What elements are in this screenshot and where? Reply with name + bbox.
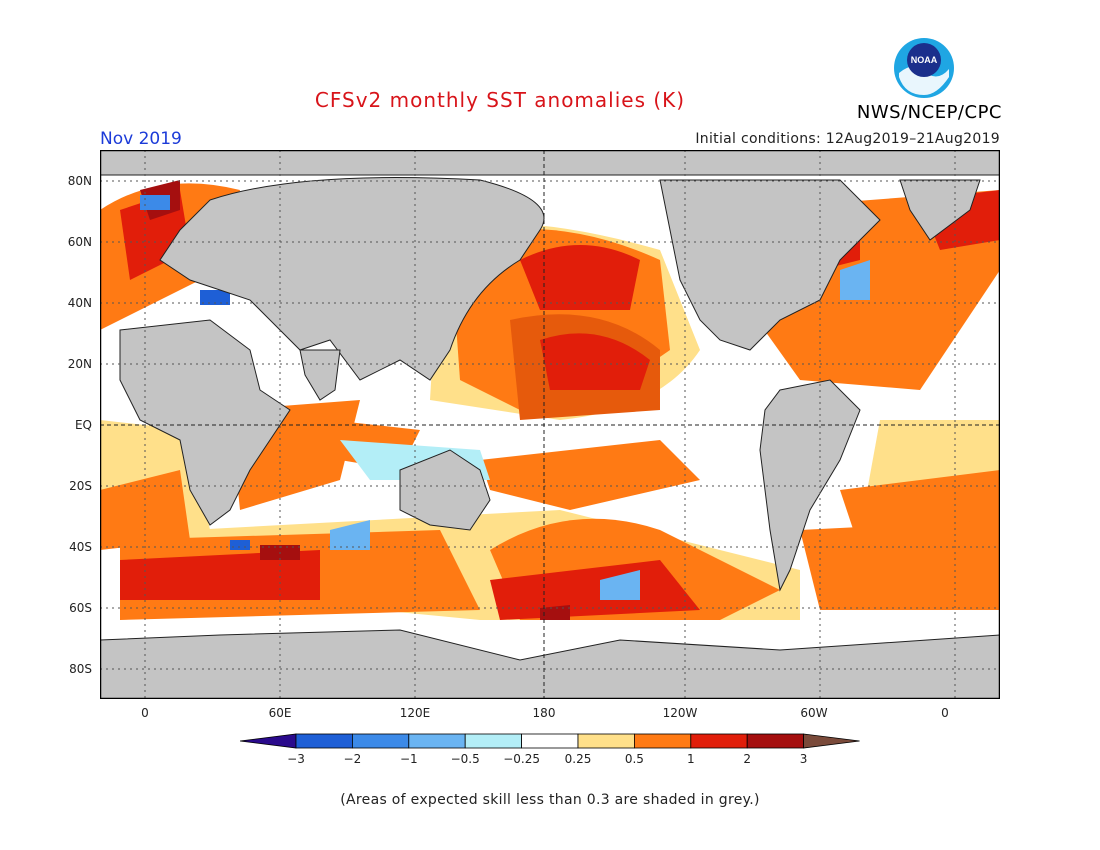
colorbar-tick-label: 2 [743, 752, 751, 766]
land-masses [100, 150, 1000, 699]
lon-label-60e: 60E [268, 706, 292, 720]
lon-label-120w: 120W [662, 706, 698, 720]
lat-label-20n: 20N [67, 357, 92, 371]
lat-label-80s: 80S [69, 662, 92, 676]
colorbar-tick-label: 3 [799, 752, 808, 766]
colorbar-swatch [408, 733, 466, 749]
lon-label-120e: 120E [399, 706, 431, 720]
arctic-edge [100, 150, 1000, 176]
lat-label-eq: EQ [74, 418, 92, 432]
lat-label-20s: 20S [69, 479, 92, 493]
colorbar-swatch [577, 733, 635, 749]
noaa-logo-text: NOAA [911, 55, 938, 65]
africa [119, 319, 291, 526]
sst-anomaly-map [100, 150, 1000, 699]
equator-dateline [100, 150, 1000, 699]
lon-label-60w: 60W [800, 706, 828, 720]
initial-conditions: Initial conditions: 12Aug2019–21Aug2019 [695, 131, 1000, 147]
skill-footnote: (Areas of expected skill less than 0.3 a… [340, 792, 760, 808]
colorbar-swatch [295, 733, 353, 749]
lat-label-40s: 40S [69, 540, 92, 554]
colorbar-tick-label: −3 [287, 752, 305, 766]
map-gridlines [100, 150, 1000, 699]
colorbar-tick-label: −0.25 [503, 752, 540, 766]
eurasia [159, 177, 545, 381]
colorbar-tick-label: −1 [399, 752, 418, 766]
map-frame [100, 150, 1000, 699]
colorbar [240, 733, 860, 749]
colorbar-swatch [521, 733, 579, 749]
lat-label-40n: 40N [67, 296, 92, 310]
india [299, 349, 341, 401]
colorbar-tick-label: −0.5 [450, 752, 480, 766]
antarctica [100, 629, 1000, 699]
colorbar-tick-label: 0.5 [624, 752, 644, 766]
colorbar-swatch [633, 733, 692, 749]
greenland [899, 179, 981, 241]
colorbar-swatch [464, 733, 522, 749]
lon-label-0: 0 [141, 706, 149, 720]
lat-label-60n: 60N [67, 235, 92, 249]
north-america [659, 179, 881, 351]
colorbar-tick-label: −2 [343, 752, 362, 766]
lon-label-180: 180 [532, 706, 556, 720]
noaa-logo: NOAA [894, 38, 954, 98]
forecast-month: Nov 2019 [100, 129, 182, 149]
lat-label-80n: 80N [67, 174, 92, 188]
south-america [759, 379, 861, 592]
colorbar-arrow-low [240, 733, 297, 749]
colorbar-arrow-high [803, 733, 860, 749]
colorbar-tick-label: 1 [686, 752, 695, 766]
australia [399, 449, 491, 531]
colorbar-swatch [746, 733, 805, 749]
noaa-logo-inner [907, 43, 941, 77]
agency-label: NWS/NCEP/CPC [856, 102, 1002, 123]
lon-label-0-right: 0 [941, 706, 949, 720]
lat-label-60s: 60S [69, 601, 92, 615]
map-title: CFSv2 monthly SST anomalies (K) [314, 88, 686, 112]
colorbar-swatch [690, 733, 748, 749]
noaa-logo-wave [899, 66, 949, 95]
colorbar-tick-label: 0.25 [564, 752, 592, 766]
colorbar-swatch [352, 733, 410, 749]
